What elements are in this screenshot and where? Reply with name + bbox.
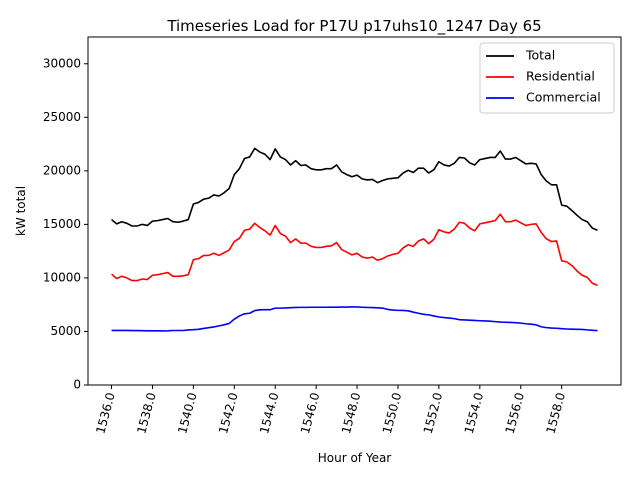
y-axis-ticks: 0 5000 10000 15000 20000 25000 30000 — [43, 56, 88, 392]
legend: Total Residential Commercial — [479, 42, 615, 114]
legend-label-commercial: Commercial — [526, 90, 601, 105]
y-tick-label: 30000 — [43, 56, 81, 70]
series-line-commercial — [111, 306, 598, 332]
y-tick-label: 0 — [73, 378, 81, 392]
legend-label-total: Total — [525, 48, 555, 63]
y-tick-label: 25000 — [43, 110, 81, 124]
y-tick-label: 15000 — [43, 217, 81, 231]
series-line-residential — [111, 213, 598, 287]
legend-label-residential: Residential — [526, 69, 595, 84]
legend-box — [479, 42, 615, 114]
y-axis-label: kW total — [14, 186, 28, 236]
y-tick-label: 10000 — [43, 270, 81, 284]
chart-title: Timeseries Load for P17U p17uhs10_1247 D… — [166, 17, 541, 36]
y-tick-label: 5000 — [50, 324, 81, 338]
plot-frame — [87, 36, 622, 386]
x-axis-label: Hour of Year — [318, 451, 392, 465]
series-line-total — [111, 147, 598, 232]
series-layer — [111, 147, 598, 332]
y-tick-label: 20000 — [43, 163, 81, 177]
